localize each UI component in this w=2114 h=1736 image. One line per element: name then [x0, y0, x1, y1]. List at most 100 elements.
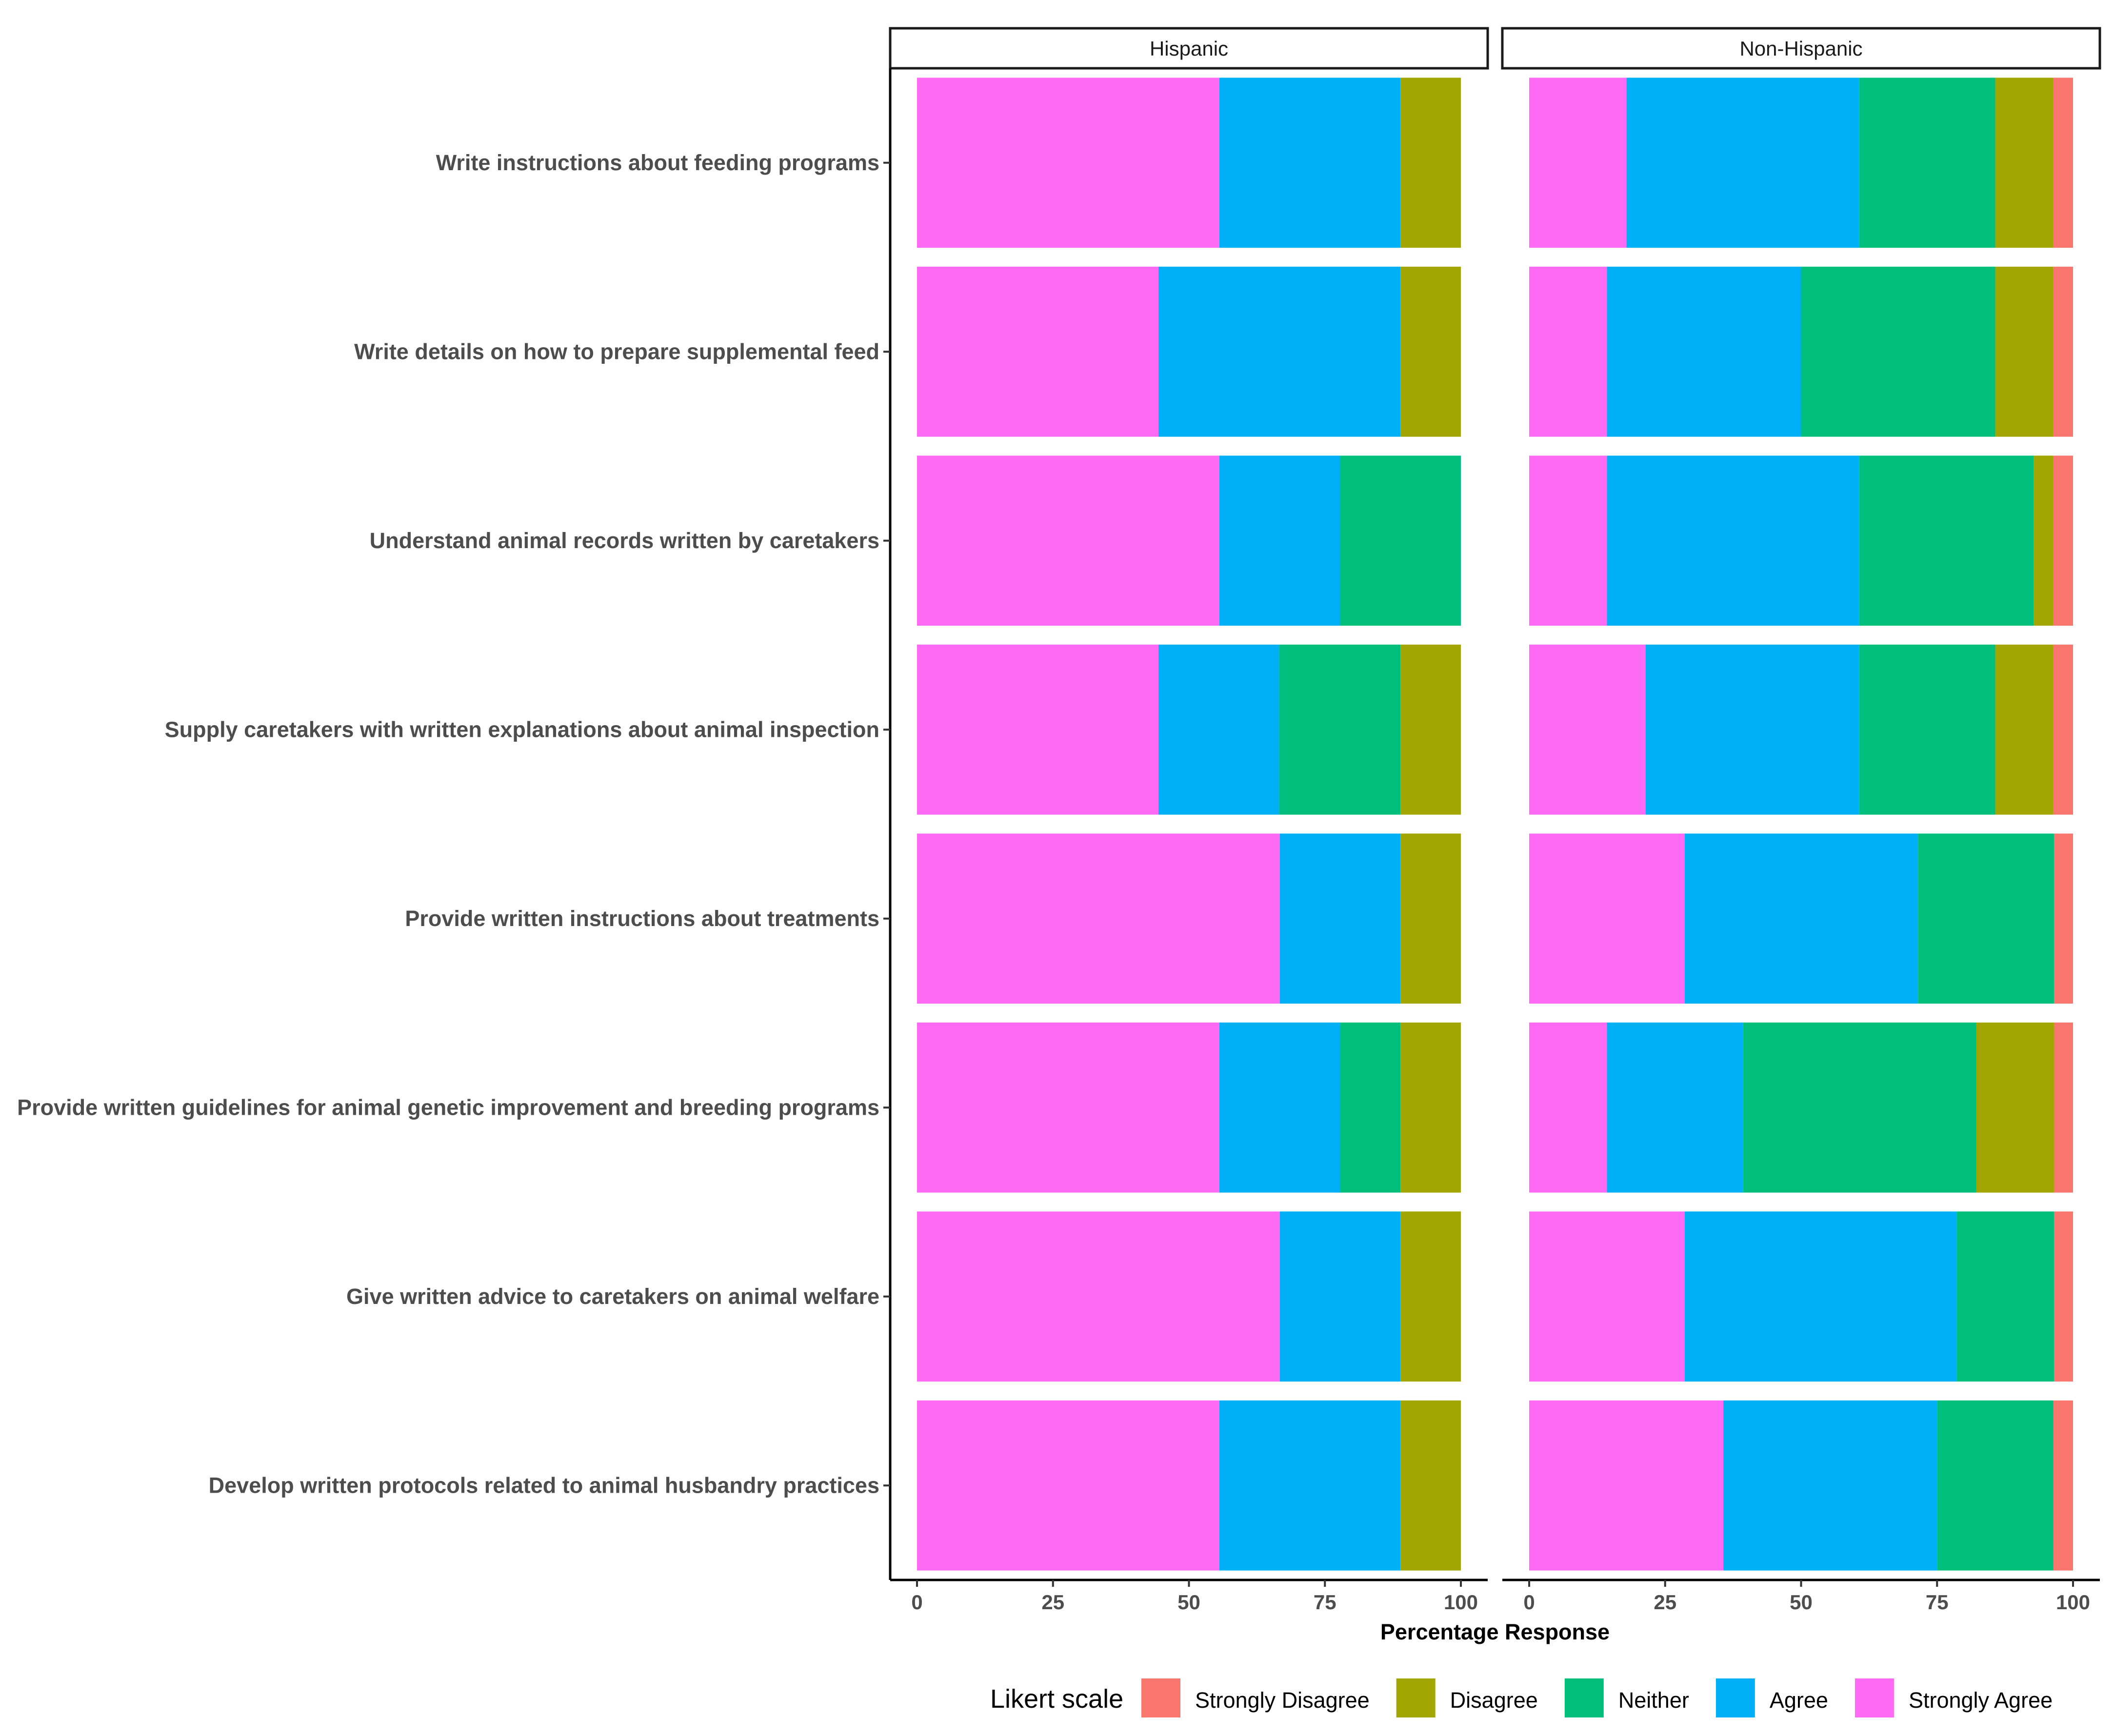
bar-segment-strongly-disagree	[2054, 1022, 2073, 1193]
bar-segment-neither	[1956, 1211, 2054, 1382]
bar-segment-strongly-agree	[1529, 833, 1685, 1004]
x-tick-label: 0	[911, 1591, 922, 1614]
legend-item-agree: Agree	[1715, 1678, 1828, 1717]
bar-segment-strongly-agree	[917, 455, 1219, 626]
bar-segment-disagree	[1995, 78, 2054, 248]
category-label: Understand animal records written by car…	[370, 528, 879, 553]
bar-segment-neither	[1918, 833, 2054, 1004]
bar-segment-neither	[1859, 78, 1995, 248]
legend-label: Strongly Agree	[1909, 1688, 2053, 1713]
category-label: Write details on how to prepare suppleme…	[354, 339, 879, 364]
bar-segment-neither	[1937, 1400, 2054, 1571]
panel-strip	[1501, 27, 2101, 70]
x-axis-title: Percentage Response	[1380, 1619, 1610, 1644]
bar-segment-agree	[1684, 1211, 1957, 1382]
bar-segment-disagree	[1400, 1022, 1461, 1193]
panel-strip-label: Hispanic	[1150, 37, 1228, 60]
bar-segment-agree	[1219, 455, 1340, 626]
bar-segment-disagree	[1400, 266, 1461, 437]
bar-segment-strongly-disagree	[2053, 78, 2073, 248]
bar-segment-strongly-agree	[917, 1022, 1219, 1193]
bar-segment-strongly-agree	[1529, 78, 1627, 248]
bar-segment-agree	[1607, 1022, 1743, 1193]
bar-segment-agree	[1158, 644, 1279, 815]
x-tick-label: 75	[1314, 1591, 1336, 1614]
legend-label: Strongly Disagree	[1195, 1688, 1370, 1713]
category-labels: Write instructions about feeding program…	[17, 150, 879, 1498]
bar-segment-strongly-agree	[917, 833, 1280, 1004]
bar-segment-agree	[1279, 1211, 1401, 1382]
legend-key	[1715, 1678, 1755, 1717]
bar-segment-neither	[1279, 644, 1401, 815]
bar-segment-agree	[1723, 1400, 1937, 1571]
panel-hispanic: Hispanic 0 25 50 75 100	[883, 27, 1489, 1614]
bar-segment-disagree	[1400, 644, 1461, 815]
category-label: Supply caretakers with written explanati…	[165, 717, 879, 742]
bar-segment-disagree	[1995, 644, 2054, 815]
x-tick-label: 50	[1790, 1591, 1813, 1614]
legend-label: Disagree	[1450, 1688, 1538, 1713]
legend-label: Agree	[1770, 1688, 1828, 1713]
bar-segment-agree	[1607, 455, 1859, 626]
bar-segment-neither	[1340, 455, 1461, 626]
legend-key	[1396, 1678, 1436, 1717]
bar-segment-strongly-disagree	[2053, 644, 2073, 815]
bar-segment-strongly-agree	[917, 266, 1159, 437]
bar-segment-agree	[1626, 78, 1859, 248]
bar-segment-agree	[1684, 833, 1918, 1004]
bar-segment-agree	[1279, 833, 1401, 1004]
bar-segment-neither	[1859, 455, 2034, 626]
legend-title: Likert scale	[990, 1684, 1123, 1714]
bar-segment-disagree	[1400, 78, 1461, 248]
bar-segment-disagree	[1400, 1211, 1461, 1382]
bar-segment-agree	[1607, 266, 1801, 437]
category-label: Provide written instructions about treat…	[405, 906, 879, 931]
bar-segment-agree	[1219, 78, 1401, 248]
bar-segment-strongly-agree	[917, 1211, 1280, 1382]
bar-segment-strongly-agree	[1529, 644, 1646, 815]
bar-segment-agree	[1219, 1022, 1340, 1193]
bar-segment-disagree	[1995, 266, 2054, 437]
bar-segment-strongly-agree	[1529, 266, 1607, 437]
x-tick-label: 25	[1041, 1591, 1064, 1614]
legend-key	[1141, 1678, 1180, 1717]
bar-segment-strongly-agree	[1529, 1211, 1685, 1382]
bar-segment-disagree	[1400, 833, 1461, 1004]
x-tick-label: 25	[1654, 1591, 1676, 1614]
panels-layer: Hispanic 0 25 50 75 100 Non-Hispanic 0 25 50 75 100	[883, 27, 2101, 1614]
x-tick-label: 100	[1444, 1591, 1478, 1614]
bar-segment-strongly-disagree	[2053, 1400, 2073, 1571]
bar-segment-strongly-disagree	[2053, 266, 2073, 437]
category-label: Provide written guidelines for animal ge…	[17, 1095, 879, 1120]
bar-segment-strongly-disagree	[2054, 833, 2073, 1004]
category-label: Write instructions about feeding program…	[436, 150, 879, 175]
x-tick-label: 100	[2056, 1591, 2090, 1614]
bar-segment-strongly-agree	[1529, 455, 1607, 626]
legend-key	[1564, 1678, 1604, 1717]
x-tick-label: 50	[1177, 1591, 1200, 1614]
category-label: Give written advice to caretakers on ani…	[346, 1284, 879, 1309]
bar-segment-disagree	[1976, 1022, 2054, 1193]
panel-strip-label: Non-Hispanic	[1739, 37, 1862, 60]
bar-segment-disagree	[1400, 1400, 1461, 1571]
bar-segment-strongly-agree	[1529, 1400, 1724, 1571]
bar-segment-neither	[1801, 266, 1995, 437]
bar-segment-agree	[1219, 1400, 1401, 1571]
legend-item-strongly-disagree: Strongly Disagree	[1141, 1678, 1370, 1717]
panel-strip	[889, 27, 1489, 70]
bar-segment-strongly-disagree	[2053, 455, 2073, 626]
bar-segment-agree	[1158, 266, 1401, 437]
legend-key	[1855, 1678, 1894, 1717]
bar-segment-strongly-agree	[917, 644, 1159, 815]
legend-item-strongly-agree: Strongly Agree	[1855, 1678, 2053, 1717]
panel-non-hispanic: Non-Hispanic 0 25 50 75 100	[1501, 27, 2101, 1614]
bar-segment-disagree	[2034, 455, 2054, 626]
bar-segment-strongly-agree	[917, 1400, 1219, 1571]
legend-item-neither: Neither	[1564, 1678, 1689, 1717]
x-tick-label: 75	[1926, 1591, 1949, 1614]
legend: Likert scale Strongly Disagree Disagree Nei…	[990, 1678, 2053, 1717]
category-label: Develop written protocols related to ani…	[209, 1473, 879, 1498]
bar-segment-neither	[1743, 1022, 1976, 1193]
bar-segment-strongly-agree	[917, 78, 1219, 248]
